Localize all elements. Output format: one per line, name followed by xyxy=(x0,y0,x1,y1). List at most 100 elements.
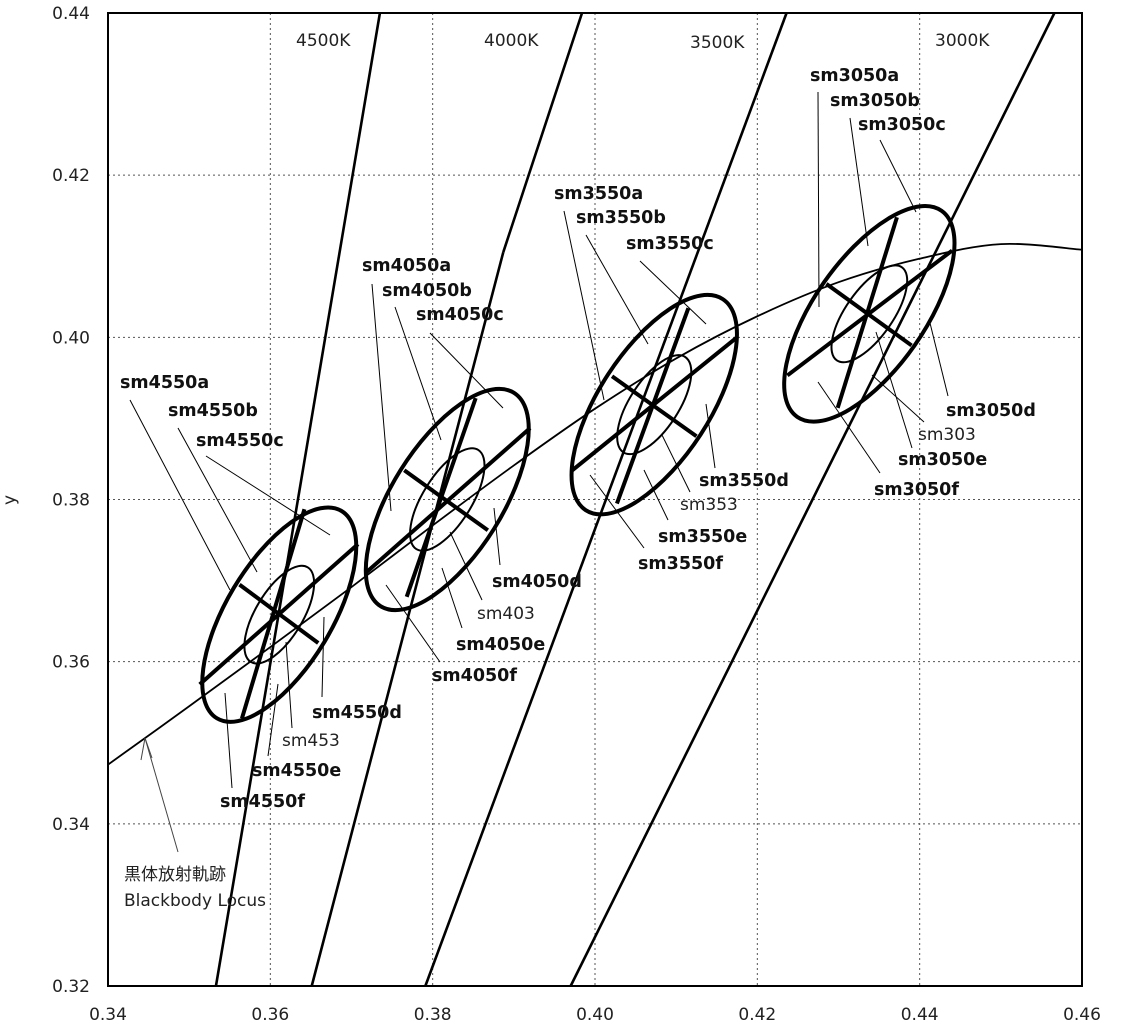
x-tick-label: 0.46 xyxy=(1063,1005,1101,1024)
leader-line xyxy=(879,139,917,213)
ellipse-label-sm4050d: sm4050d xyxy=(492,572,582,592)
ellipse-label-sm3050d: sm3050d xyxy=(946,401,1036,421)
ellipse-axis-minor xyxy=(403,468,490,532)
leader-line xyxy=(385,584,441,663)
ellipse-label-sm3050a: sm3050a xyxy=(810,66,899,86)
leader-line xyxy=(929,322,949,397)
leader-line-center xyxy=(871,374,925,423)
ellipse-label-sm4050f: sm4050f xyxy=(432,666,517,686)
locus-label-ja: 黒体放射軌跡 xyxy=(124,865,226,885)
leader-line-center xyxy=(661,434,691,493)
cct-label: 4500K xyxy=(296,31,351,51)
outer-ellipse xyxy=(569,292,739,517)
ellipse-axis-minor xyxy=(825,282,913,348)
ellipse-axis-cct xyxy=(240,508,307,719)
outer-ellipse xyxy=(363,386,531,613)
ellipse-groups xyxy=(198,204,957,724)
leader-line xyxy=(817,91,820,308)
ellipse-label-sm4050e: sm4050e xyxy=(456,635,545,655)
leader-line xyxy=(177,427,258,573)
leader-line xyxy=(705,403,716,469)
ellipse-label-sm3550a: sm3550a xyxy=(554,184,643,204)
tick-labels: 0.34 0.36 0.38 0.40 0.42 0.44 0.46 0.32 0.34 0.36… xyxy=(52,4,1101,1024)
leader-line xyxy=(205,455,331,536)
ellipse-label-sm3550c: sm3550c xyxy=(626,234,714,254)
locus-leader-line xyxy=(144,737,179,853)
cct-label: 3000K xyxy=(935,31,990,51)
leader-line xyxy=(429,332,504,409)
leader-line xyxy=(267,683,279,757)
leader-line-center xyxy=(449,531,483,601)
plot-frame xyxy=(107,12,1083,987)
ellipse-center-label-sm303: sm303 xyxy=(918,425,976,445)
leader-line xyxy=(394,306,442,441)
cct-lines: 4500K 4000K 3500K 3000K xyxy=(214,12,1056,987)
ellipse-label-sm3550e: sm3550e xyxy=(658,527,747,547)
x-tick-label: 0.38 xyxy=(414,1005,452,1024)
ellipse-label-sm3050b: sm3050b xyxy=(830,91,920,111)
cct-line xyxy=(310,251,505,987)
leader-line xyxy=(817,381,881,474)
cct-line xyxy=(424,12,788,987)
y-axis-label: y xyxy=(0,495,20,505)
x-tick-label: 0.44 xyxy=(901,1005,939,1024)
ellipse-label-sm4050a: sm4050a xyxy=(362,256,451,276)
ellipse-label-sm4550b: sm4550b xyxy=(168,401,258,421)
leader-line xyxy=(585,234,649,345)
leader-line xyxy=(849,117,869,247)
y-tick-label: 0.32 xyxy=(52,977,90,997)
leader-line xyxy=(639,260,707,325)
ellipse-label-sm3050e: sm3050e xyxy=(898,450,987,470)
ellipse-axis-cct xyxy=(835,216,899,409)
x-tick-label: 0.40 xyxy=(576,1005,614,1024)
leader-line-center xyxy=(285,641,293,729)
leader-line xyxy=(493,507,501,566)
y-tick-label: 0.36 xyxy=(52,653,90,673)
y-tick-label: 0.40 xyxy=(52,328,90,348)
ellipse-label-sm4550f: sm4550f xyxy=(220,792,305,812)
y-tick-label: 0.42 xyxy=(52,166,90,186)
ellipse-label-sm4550d: sm4550d xyxy=(312,703,402,723)
ellipse-axis-minor xyxy=(238,583,320,645)
ellipse-label-sm4050c: sm4050c xyxy=(416,305,504,325)
leader-line xyxy=(129,399,231,591)
cct-label: 4000K xyxy=(484,31,539,51)
x-tick-label: 0.34 xyxy=(89,1005,127,1024)
leader-line xyxy=(321,616,325,698)
ellipse-label-sm4550a: sm4550a xyxy=(120,373,209,393)
grid-lines xyxy=(108,13,1082,986)
ellipse-label-sm4550e: sm4550e xyxy=(252,761,341,781)
outer-ellipse xyxy=(782,204,957,424)
leader-line xyxy=(371,283,392,512)
ellipse-label-sm3050f: sm3050f xyxy=(874,480,959,500)
ellipse-label-sm4550c: sm4550c xyxy=(196,431,284,451)
outer-ellipse xyxy=(200,505,359,724)
cct-label: 3500K xyxy=(690,33,745,53)
x-tick-label: 0.36 xyxy=(251,1005,289,1024)
ellipse-label-sm3550b: sm3550b xyxy=(576,208,666,228)
locus-label-en: Blackbody Locus xyxy=(124,891,266,911)
leader-line xyxy=(224,692,233,789)
locus-arrow-head xyxy=(140,737,153,761)
leader-lines xyxy=(129,91,949,789)
leader-line xyxy=(875,331,913,449)
ellipse-center-label-sm403: sm403 xyxy=(477,604,535,624)
ellipse-axis-cct xyxy=(615,307,691,505)
y-tick-label: 0.38 xyxy=(52,491,90,511)
ellipse-center-label-sm453: sm453 xyxy=(282,731,340,751)
ellipse-label-sm3550d: sm3550d xyxy=(699,471,789,491)
ellipse-label-sm3050c: sm3050c xyxy=(858,115,946,135)
ellipse-label-sm3550f: sm3550f xyxy=(638,554,723,574)
y-tick-label: 0.44 xyxy=(52,4,90,24)
cct-line xyxy=(569,12,1056,987)
ellipse-axis-cct xyxy=(404,397,478,598)
annotation-labels: sm4550a sm4550b sm4550c sm4550d sm4550e sm455… xyxy=(120,66,1036,812)
leader-line xyxy=(589,474,645,549)
cct-line xyxy=(502,12,584,253)
leader-line xyxy=(563,210,605,401)
x-tick-label: 0.42 xyxy=(738,1005,776,1024)
cct-line xyxy=(214,12,382,987)
leader-line xyxy=(441,567,463,629)
ellipse-label-sm4050b: sm4050b xyxy=(382,281,472,301)
